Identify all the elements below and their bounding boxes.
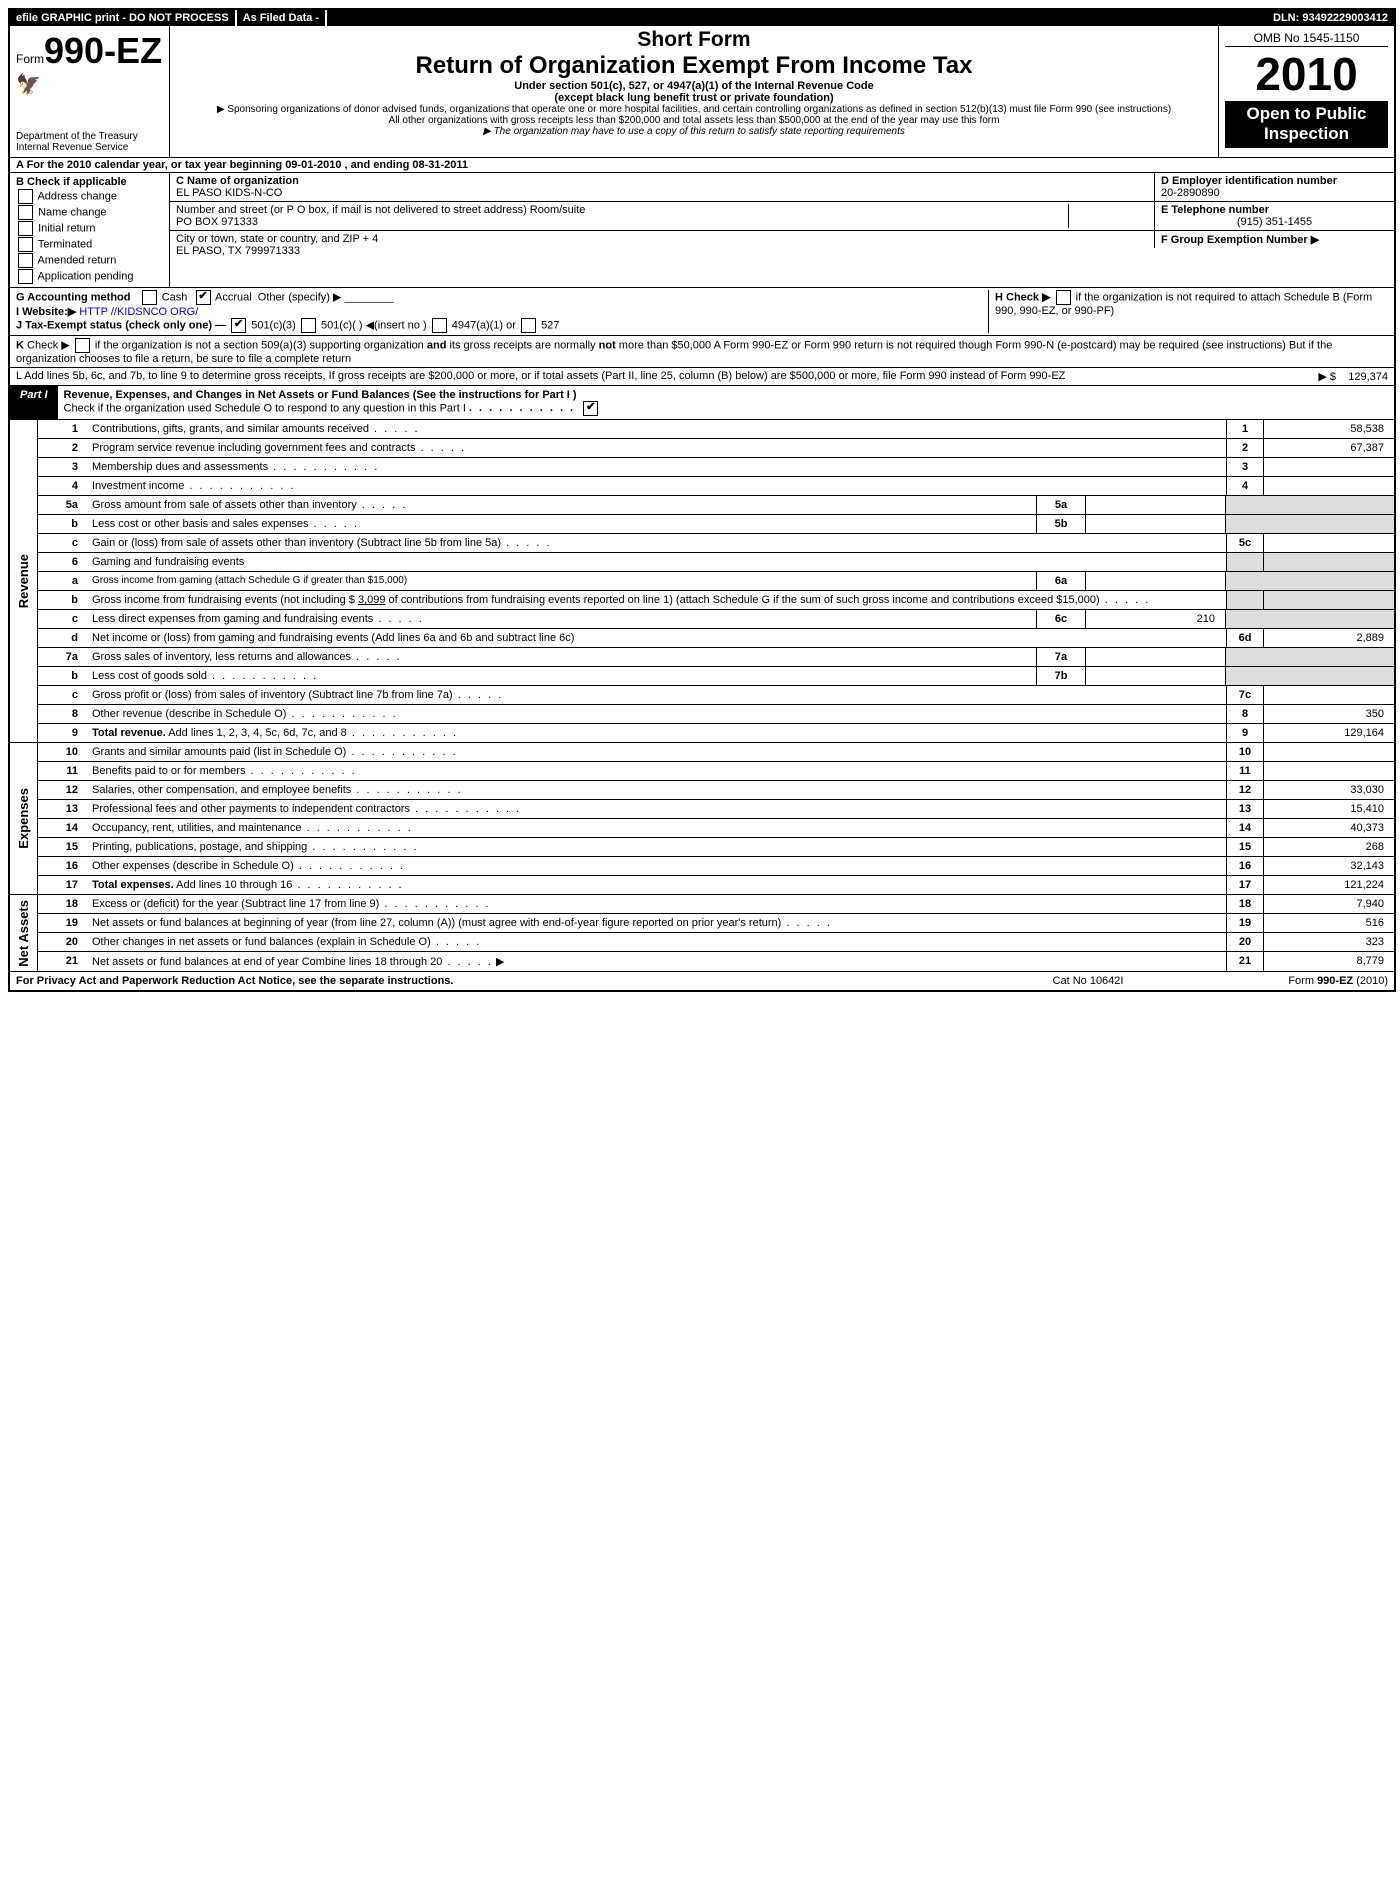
dept-irs: Internal Revenue Service: [16, 142, 163, 153]
amt-13: 15,410: [1264, 800, 1394, 818]
cb-pending[interactable]: Application pending: [16, 269, 163, 284]
side-revenue: Revenue: [16, 554, 31, 608]
amt-16: 32,143: [1264, 857, 1394, 875]
amt-6a: [1086, 572, 1226, 590]
section-def: D Employer identification number20-28908…: [1154, 173, 1394, 287]
efile-notice: efile GRAPHIC print - DO NOT PROCESS: [10, 10, 237, 26]
amt-7c: [1264, 686, 1394, 704]
org-name: EL PASO KIDS-N-CO: [176, 187, 282, 199]
section-gijh: G Accounting method Cash ✔ Accrual Other…: [10, 287, 1394, 335]
line-i: I Website:▶ HTTP //KIDSNCO ORG/: [16, 305, 988, 318]
amt-5b: [1086, 515, 1226, 533]
amt-6d: 2,889: [1264, 629, 1394, 647]
part-1-header: Part I Revenue, Expenses, and Changes in…: [10, 385, 1394, 419]
amt-6c: 210: [1086, 610, 1226, 628]
title-short-form: Short Form: [176, 28, 1212, 52]
amt-10: [1264, 743, 1394, 761]
title-main: Return of Organization Exempt From Incom…: [176, 52, 1212, 80]
section-b-checkboxes: B Check if applicable Address change Nam…: [10, 173, 170, 287]
amt-20: 323: [1264, 933, 1394, 951]
cb-4947[interactable]: [432, 318, 447, 333]
cb-527[interactable]: [521, 318, 536, 333]
amt-12: 33,030: [1264, 781, 1394, 799]
omb-number: OMB No 1545-1150: [1225, 30, 1388, 46]
room-suite: [1068, 204, 1148, 228]
note-2: All other organizations with gross recei…: [176, 115, 1212, 126]
note-1: ▶ Sponsoring organizations of donor advi…: [176, 104, 1212, 115]
entity-block: B Check if applicable Address change Nam…: [10, 172, 1394, 287]
cb-terminated[interactable]: Terminated: [16, 237, 163, 252]
subtitle-2: (except black lung benefit trust or priv…: [176, 92, 1212, 104]
cb-501c3[interactable]: ✔: [231, 318, 246, 333]
form-ref: Form 990-EZ (2010): [1188, 975, 1388, 987]
website-link[interactable]: HTTP //KIDSNCO ORG/: [79, 306, 198, 318]
form-number: Form990-EZ: [16, 30, 163, 72]
line-a: A For the 2010 calendar year, or tax yea…: [10, 157, 1394, 172]
org-street: PO BOX 971333: [176, 216, 258, 228]
cat-no: Cat No 10642I: [988, 975, 1188, 987]
expenses-section: Expenses 10Grants and similar amounts pa…: [10, 742, 1394, 894]
line-l: L Add lines 5b, 6c, and 7b, to line 9 to…: [10, 367, 1394, 385]
ein: 20-2890890: [1161, 187, 1220, 199]
line-j: J Tax-Exempt status (check only one) — ✔…: [16, 318, 988, 333]
amt-17: 121,224: [1264, 876, 1394, 894]
amt-5c: [1264, 534, 1394, 552]
amt-8: 350: [1264, 705, 1394, 723]
gross-receipts: 129,374: [1348, 371, 1388, 383]
amt-18: 7,940: [1264, 895, 1394, 913]
line-h: H Check ▶ if the organization is not req…: [988, 290, 1388, 333]
amt-21: 8,779: [1264, 952, 1394, 971]
top-bar: efile GRAPHIC print - DO NOT PROCESS As …: [10, 10, 1394, 26]
side-expenses: Expenses: [16, 788, 31, 849]
amt-3: [1264, 458, 1394, 476]
amt-11: [1264, 762, 1394, 780]
line-k: K Check ▶ K Check ▶ if the organization …: [10, 335, 1394, 367]
dln: DLN: 93492229003412: [1267, 10, 1394, 26]
open-to-public: Open to Public Inspection: [1225, 102, 1388, 148]
line-g: G Accounting method Cash ✔ Accrual Other…: [16, 290, 988, 305]
phone: (915) 351-1455: [1161, 216, 1388, 228]
side-net-assets: Net Assets: [16, 900, 31, 967]
amt-14: 40,373: [1264, 819, 1394, 837]
amt-19: 516: [1264, 914, 1394, 932]
cb-address-change[interactable]: Address change: [16, 189, 163, 204]
header: Form990-EZ 🦅 Department of the Treasury …: [10, 26, 1394, 157]
dept-treasury: Department of the Treasury: [16, 131, 163, 142]
org-city: EL PASO, TX 799971333: [176, 245, 300, 257]
note-3: ▶ The organization may have to use a cop…: [176, 126, 1212, 137]
cb-cash[interactable]: [142, 290, 157, 305]
amt-5a: [1086, 496, 1226, 514]
cb-initial-return[interactable]: Initial return: [16, 221, 163, 236]
cb-amended[interactable]: Amended return: [16, 253, 163, 268]
amt-4: [1264, 477, 1394, 495]
amt-1: 58,538: [1264, 420, 1394, 438]
cb-k[interactable]: [75, 338, 90, 353]
form-page: efile GRAPHIC print - DO NOT PROCESS As …: [8, 8, 1396, 992]
as-filed: As Filed Data -: [237, 10, 327, 26]
page-footer: For Privacy Act and Paperwork Reduction …: [10, 971, 1394, 990]
tax-year: 2010: [1225, 46, 1388, 102]
amt-9: 129,164: [1264, 724, 1394, 742]
amt-7a: [1086, 648, 1226, 666]
irs-eagle-icon: 🦅: [16, 72, 163, 97]
cb-schedule-o[interactable]: ✔: [583, 401, 598, 416]
cb-accrual[interactable]: ✔: [196, 290, 211, 305]
amt-15: 268: [1264, 838, 1394, 856]
cb-name-change[interactable]: Name change: [16, 205, 163, 220]
cb-501c[interactable]: [301, 318, 316, 333]
section-c: C Name of organizationEL PASO KIDS-N-CO …: [170, 173, 1154, 287]
cb-schedule-b[interactable]: [1056, 290, 1071, 305]
net-assets-section: Net Assets 18Excess or (deficit) for the…: [10, 894, 1394, 971]
amt-7b: [1086, 667, 1226, 685]
amt-2: 67,387: [1264, 439, 1394, 457]
subtitle-1: Under section 501(c), 527, or 4947(a)(1)…: [176, 80, 1212, 92]
revenue-section: Revenue 1Contributions, gifts, grants, a…: [10, 419, 1394, 742]
